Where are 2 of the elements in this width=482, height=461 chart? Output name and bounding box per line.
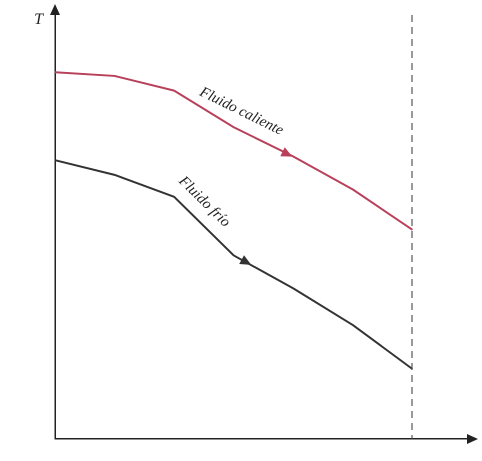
text: Fluido caliente — [196, 84, 286, 139]
y-axis-title: T — [34, 11, 44, 28]
